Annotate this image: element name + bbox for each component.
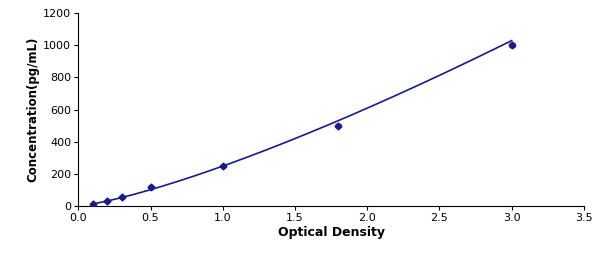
Y-axis label: Concentration(pg/mL): Concentration(pg/mL) (26, 37, 39, 182)
X-axis label: Optical Density: Optical Density (278, 226, 385, 239)
